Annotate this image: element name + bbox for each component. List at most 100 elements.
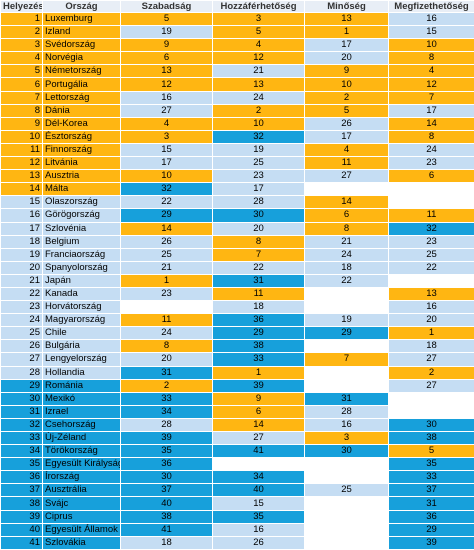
- country-cell: Ausztrália: [43, 484, 121, 497]
- score-cell: [389, 274, 474, 287]
- score-cell: [305, 458, 389, 471]
- score-cell: [305, 301, 389, 314]
- score-cell: [305, 340, 389, 353]
- country-cell: Svájc: [43, 497, 121, 510]
- score-cell: 22: [389, 261, 474, 274]
- rank-cell: 15: [1, 196, 43, 209]
- rank-cell: 20: [1, 261, 43, 274]
- rank-cell: 28: [1, 366, 43, 379]
- score-cell: 30: [389, 418, 474, 431]
- score-cell: 35: [389, 458, 474, 471]
- score-cell: 1: [305, 26, 389, 39]
- score-cell: 41: [121, 523, 213, 536]
- rank-cell: 18: [1, 235, 43, 248]
- score-cell: 4: [121, 117, 213, 130]
- score-cell: 17: [389, 104, 474, 117]
- score-cell: 29: [121, 209, 213, 222]
- rank-cell: 16: [1, 209, 43, 222]
- score-cell: 4: [305, 143, 389, 156]
- rank-cell: 25: [1, 327, 43, 340]
- score-cell: 20: [121, 353, 213, 366]
- column-header: Megfizethetőség: [389, 1, 474, 13]
- score-cell: 27: [121, 104, 213, 117]
- score-cell: 10: [213, 117, 305, 130]
- country-cell: Lettország: [43, 91, 121, 104]
- score-cell: 16: [121, 91, 213, 104]
- score-cell: 30: [305, 445, 389, 458]
- rank-cell: 6: [1, 78, 43, 91]
- score-cell: 32: [213, 130, 305, 143]
- score-cell: 40: [213, 484, 305, 497]
- score-cell: 19: [213, 143, 305, 156]
- country-cell: Málta: [43, 183, 121, 196]
- rank-cell: 38: [1, 497, 43, 510]
- score-cell: 1: [389, 327, 474, 340]
- score-cell: 26: [121, 235, 213, 248]
- country-cell: Norvégia: [43, 52, 121, 65]
- rank-cell: 4: [1, 52, 43, 65]
- country-cell: Belgium: [43, 235, 121, 248]
- rank-cell: 40: [1, 523, 43, 536]
- score-cell: 33: [389, 471, 474, 484]
- score-cell: 8: [121, 340, 213, 353]
- score-cell: 10: [121, 170, 213, 183]
- score-cell: 14: [305, 196, 389, 209]
- rank-cell: 33: [1, 432, 43, 445]
- score-cell: 11: [213, 287, 305, 300]
- column-header: Minőség: [305, 1, 389, 13]
- score-cell: 7: [213, 248, 305, 261]
- score-cell: 9: [213, 392, 305, 405]
- country-cell: Lengyelország: [43, 353, 121, 366]
- score-cell: 20: [213, 222, 305, 235]
- score-cell: 11: [121, 314, 213, 327]
- score-cell: 1: [213, 366, 305, 379]
- score-cell: 27: [389, 353, 474, 366]
- score-cell: 30: [213, 209, 305, 222]
- country-cell: Kanada: [43, 287, 121, 300]
- score-cell: 31: [121, 366, 213, 379]
- score-cell: 32: [121, 183, 213, 196]
- country-cell: Mexikó: [43, 392, 121, 405]
- score-cell: 7: [389, 91, 474, 104]
- country-cell: Törökország: [43, 445, 121, 458]
- score-cell: 17: [213, 183, 305, 196]
- rank-cell: 17: [1, 222, 43, 235]
- score-cell: 11: [389, 209, 474, 222]
- score-cell: 6: [121, 52, 213, 65]
- score-cell: 15: [389, 26, 474, 39]
- rank-cell: 1: [1, 13, 43, 26]
- rank-cell: 14: [1, 183, 43, 196]
- rank-cell: 31: [1, 405, 43, 418]
- score-cell: 5: [121, 13, 213, 26]
- country-cell: Szlovákia: [43, 536, 121, 549]
- score-cell: 11: [305, 157, 389, 170]
- country-cell: Írország: [43, 471, 121, 484]
- score-cell: 31: [213, 274, 305, 287]
- score-cell: 29: [389, 523, 474, 536]
- score-cell: [305, 523, 389, 536]
- score-cell: 21: [305, 235, 389, 248]
- rank-cell: 39: [1, 510, 43, 523]
- score-cell: 18: [389, 340, 474, 353]
- score-cell: [305, 366, 389, 379]
- score-cell: 13: [213, 78, 305, 91]
- rank-cell: 35: [1, 458, 43, 471]
- country-cell: Magyarország: [43, 314, 121, 327]
- country-cell: Románia: [43, 379, 121, 392]
- country-cell: Horvátország: [43, 301, 121, 314]
- score-cell: 37: [121, 484, 213, 497]
- rank-cell: 30: [1, 392, 43, 405]
